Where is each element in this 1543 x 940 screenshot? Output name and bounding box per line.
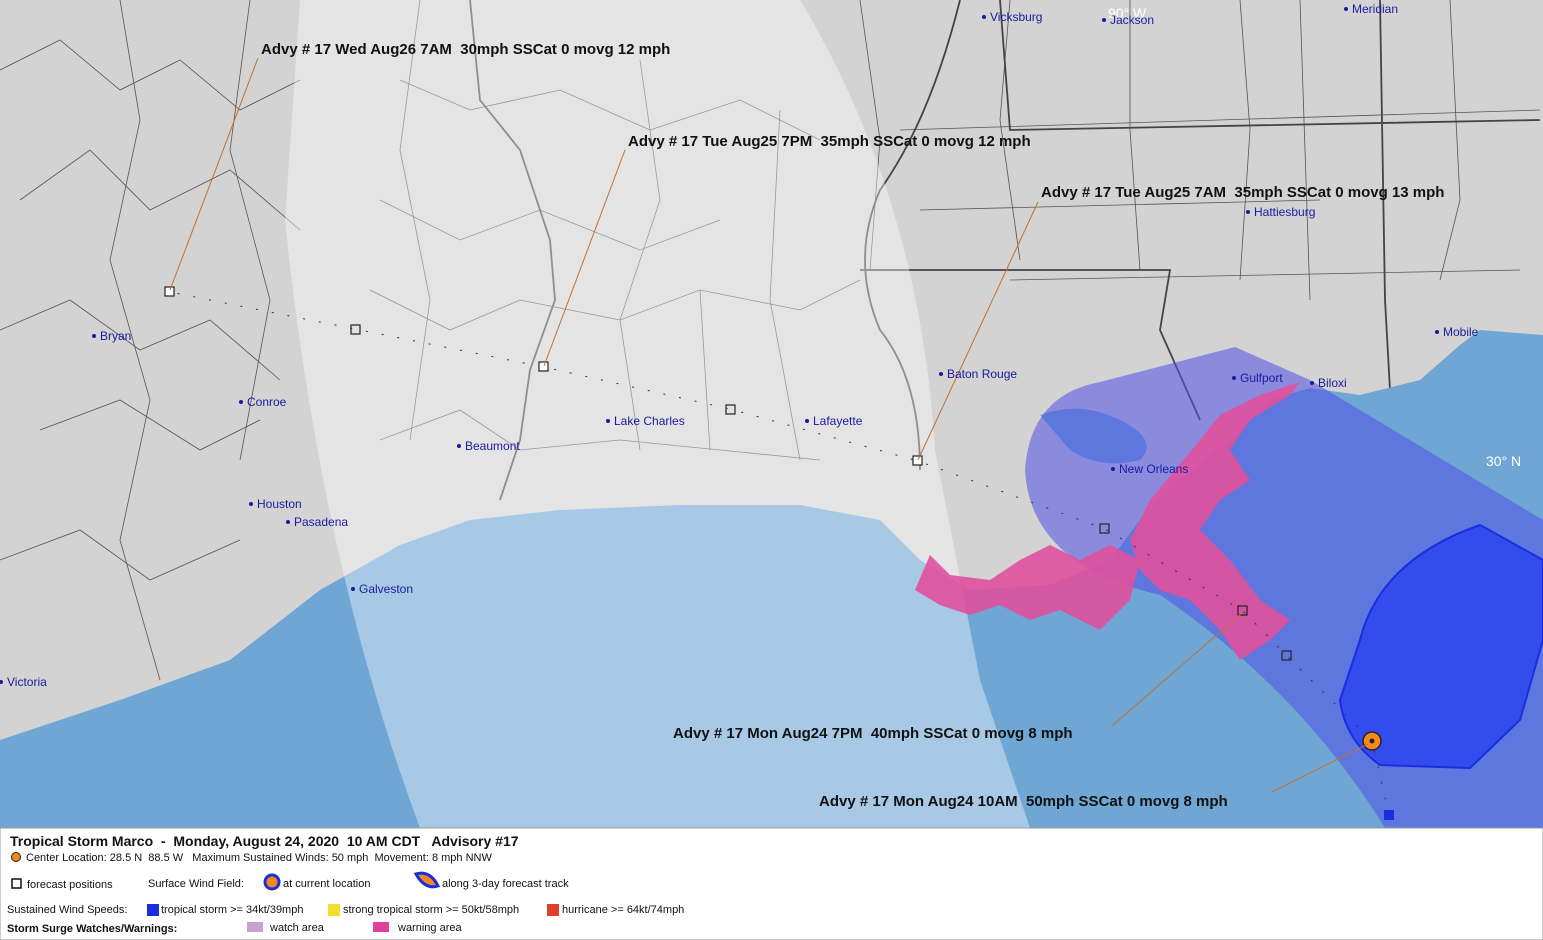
forecast-position [725, 404, 736, 415]
city-label: Conroe [247, 395, 287, 409]
legend-item: warning area [397, 922, 462, 934]
advisory-label: Advy # 17 Wed Aug26 7AM 30mph SSCat 0 mo… [261, 41, 670, 58]
city-dot [1435, 330, 1439, 334]
city-label: Hattiesburg [1254, 205, 1315, 219]
swatch [247, 922, 263, 932]
city-dot [457, 444, 461, 448]
city-label: Jackson [1110, 13, 1154, 27]
legend-title: Tropical Storm Marco - Monday, August 24… [10, 833, 519, 849]
advisory-label: Advy # 17 Mon Aug24 7PM 40mph SSCat 0 mo… [673, 725, 1073, 742]
city-dot [249, 502, 253, 506]
advisory-label: Advy # 17 Tue Aug25 7PM 35mph SSCat 0 mo… [628, 133, 1031, 150]
forecast-cone [285, 0, 1030, 828]
legend-item: along 3-day forecast track [442, 878, 569, 890]
city-labels: Vicksburg Jackson Meridian Hattiesburg Mobil… [0, 2, 1479, 689]
city-label: New Orleans [1119, 462, 1188, 476]
city-dot [939, 372, 943, 376]
center-icon [11, 852, 21, 862]
city-label: Vicksburg [990, 10, 1042, 24]
legend-item: watch area [269, 922, 325, 934]
forecast-position [164, 286, 175, 297]
center-info: Center Location: 28.5 N 88.5 W Maximum S… [26, 852, 492, 864]
legend-item: Sustained Wind Speeds: [7, 904, 127, 916]
city-label: Biloxi [1318, 376, 1347, 390]
advisory-label: Advy # 17 Tue Aug25 7AM 35mph SSCat 0 mo… [1041, 184, 1444, 201]
city-dot [1246, 210, 1250, 214]
city-dot [606, 419, 610, 423]
past-position [1384, 810, 1394, 820]
city-label: Mobile [1443, 325, 1479, 339]
city-dot [1111, 467, 1115, 471]
city-dot [1310, 381, 1314, 385]
city-dot [1232, 376, 1236, 380]
city-dot [1102, 18, 1106, 22]
legend-item: strong tropical storm >= 50kt/58mph [343, 904, 519, 916]
city-dot [805, 419, 809, 423]
storm-surge-warning [915, 382, 1300, 660]
city-label: Beaumont [465, 439, 520, 453]
legend-item: tropical storm >= 34kt/39mph [161, 904, 303, 916]
city-dot [286, 520, 290, 524]
forecast-position [1099, 523, 1110, 534]
city-label: Baton Rouge [947, 367, 1017, 381]
forecast-position [1281, 650, 1292, 661]
track-icon [413, 871, 441, 889]
city-label: Pasadena [294, 515, 348, 529]
city-label: Victoria [7, 675, 47, 689]
city-dot [92, 334, 96, 338]
forecast-position [350, 324, 361, 335]
wind-icon [263, 873, 281, 891]
forecast-position [1237, 605, 1248, 616]
legend-item: forecast positions [27, 879, 113, 891]
city-dot [982, 15, 986, 19]
forecast-positions [164, 286, 1394, 820]
county-lines [0, 0, 1541, 681]
current-wind-field [1338, 523, 1543, 770]
swatch [328, 904, 340, 916]
longitude-label: 90° W [1108, 5, 1147, 21]
swatch [547, 904, 559, 916]
advisory-label: Advy # 17 Mon Aug24 10AM 50mph SSCat 0 m… [819, 793, 1228, 810]
gulf-water [0, 330, 1543, 828]
city-label: Lafayette [813, 414, 863, 428]
city-dot [0, 680, 3, 684]
legend [0, 827, 1543, 940]
forecast-position [912, 455, 923, 466]
storm-center-dot [1369, 738, 1375, 744]
leader-lines [169, 57, 1369, 793]
forecast-position [538, 361, 549, 372]
city-label: Galveston [359, 582, 413, 596]
swatch [147, 904, 159, 916]
forecast-icon [11, 878, 22, 889]
city-dot [1344, 7, 1348, 11]
city-label: Meridian [1352, 2, 1398, 16]
swatch [373, 922, 389, 932]
city-label: Gulfport [1240, 371, 1283, 385]
city-label: Bryan [100, 329, 131, 343]
city-label: Lake Charles [614, 414, 685, 428]
city-dot [239, 400, 243, 404]
legend-item: hurricane >= 64kt/74mph [562, 904, 684, 916]
legend-item: Storm Surge Watches/Warnings: [7, 923, 177, 935]
city-label: Houston [257, 497, 302, 511]
legend-item: Surface Wind Field: [148, 878, 244, 890]
latitude-label: 30° N [1486, 453, 1521, 469]
city-dot [351, 587, 355, 591]
legend-item: at current location [283, 878, 370, 890]
